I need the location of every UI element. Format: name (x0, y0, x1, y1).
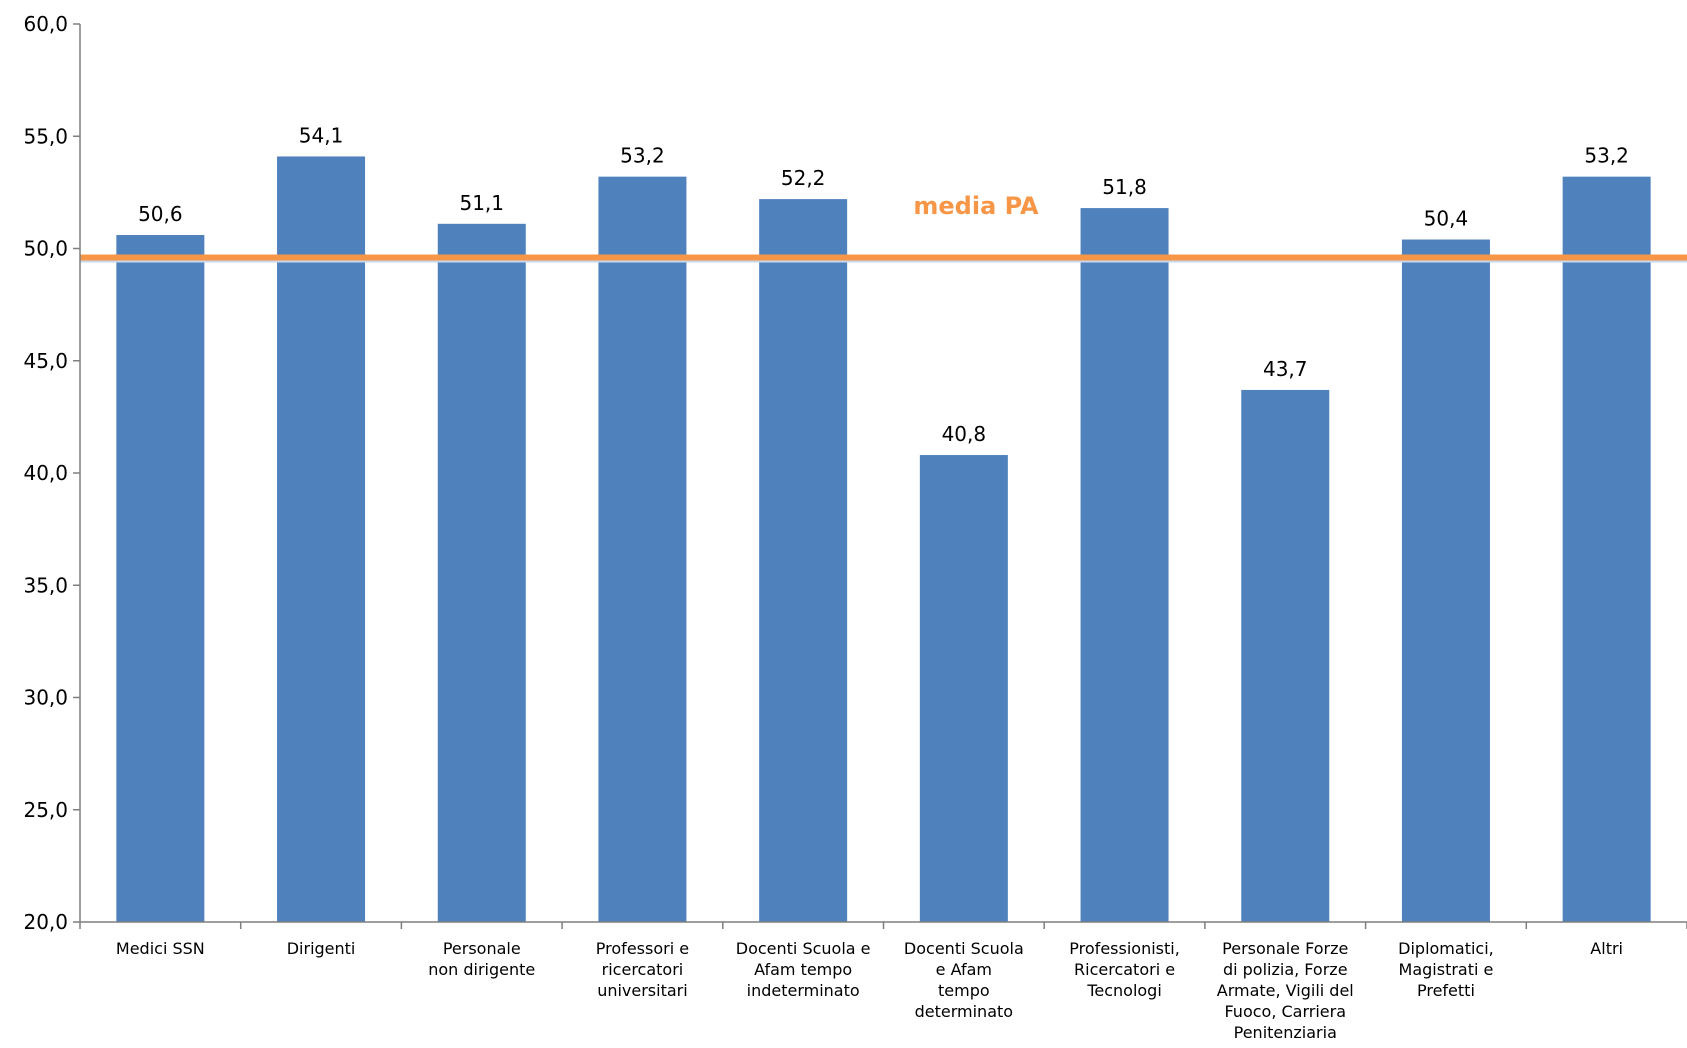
x-tick-label-line: Fuoco, Carriera (1224, 1002, 1346, 1021)
x-tick-label-line: indeterminato (747, 981, 860, 1000)
y-tick-label: 35,0 (23, 573, 68, 597)
x-tick-label: Professionisti, Ricercatori e Tecnologi (1069, 939, 1180, 1000)
x-tick-label-line: Dirigenti (287, 939, 356, 958)
x-tick-label-line: Personale Forze (1222, 939, 1348, 958)
bar (919, 455, 1008, 922)
y-tick-labels: 20,0 25,0 30,0 35,0 40,0 45,0 50,0 55,0 60,0 (23, 12, 68, 934)
x-tick-label-line: Penitenziaria (1234, 1023, 1337, 1042)
axes-group (73, 23, 1687, 929)
reference-line-label: media PA (913, 192, 1039, 220)
x-tick-label-line: universitari (597, 981, 688, 1000)
bar (116, 235, 205, 922)
x-tick-label: Docenti Scuola e Afam tempo determinato (904, 939, 1024, 1021)
bar (598, 176, 687, 922)
x-tick-label: Diplomatici, Magistrati e Prefetti (1398, 939, 1494, 1000)
y-tick-label: 60,0 (23, 12, 68, 36)
y-tick-label: 40,0 (23, 461, 68, 485)
x-tick-label-line: Armate, Vigili del (1217, 981, 1354, 1000)
data-label: 54,1 (299, 123, 344, 147)
x-tick-label-line: Docenti Scuola (904, 939, 1024, 958)
y-tick-label: 30,0 (23, 686, 68, 710)
x-tick-label-line: determinato (915, 1002, 1013, 1021)
x-tick-label-line: Altri (1590, 939, 1623, 958)
y-tick-label: 20,0 (23, 910, 68, 934)
data-labels-group: 50,6 54,1 51,1 53,2 52,2 40,8 51,8 43,7 50,4 53,2 (138, 123, 1629, 446)
bar (759, 199, 848, 923)
data-label: 50,6 (138, 202, 183, 226)
x-tick-label-line: non dirigente (428, 960, 535, 979)
x-tick-label: Personale Forze di polizia, Forze Armate, … (1217, 939, 1354, 1042)
data-label: 51,8 (1102, 175, 1147, 199)
y-tick-label: 25,0 (23, 798, 68, 822)
x-tick-label-line: Docenti Scuola e (736, 939, 871, 958)
bar (1562, 176, 1651, 922)
x-tick-label: Personale non dirigente (428, 939, 535, 979)
bar (1080, 208, 1169, 923)
x-tick-label-line: ricercatori (602, 960, 684, 979)
data-label: 51,1 (459, 191, 504, 215)
data-label: 53,2 (1584, 144, 1629, 168)
x-tick-labels: Medici SSN Dirigenti Personale non dirigent… (116, 939, 1623, 1042)
x-tick-label-line: Personale (443, 939, 521, 958)
x-tick-label: Dirigenti (287, 939, 356, 958)
data-label: 43,7 (1263, 357, 1308, 381)
bar (277, 156, 366, 922)
data-label: 40,8 (942, 422, 987, 446)
x-tick-label-line: Prefetti (1417, 981, 1475, 1000)
x-tick-label-line: Magistrati e (1399, 960, 1494, 979)
x-tick-label-line: tempo (938, 981, 990, 1000)
y-tick-label: 55,0 (23, 124, 68, 148)
x-tick-label-line: e Afam (936, 960, 992, 979)
bars-group (116, 156, 1651, 923)
data-label: 52,2 (781, 166, 826, 190)
x-tick-label: Medici SSN (116, 939, 205, 958)
x-tick-label-line: Professori e (596, 939, 689, 958)
x-tick-label: Altri (1590, 939, 1623, 958)
y-tick-label: 50,0 (23, 237, 68, 261)
x-tick-label-line: Diplomatici, (1398, 939, 1494, 958)
x-tick-label-line: di polizia, Forze (1223, 960, 1348, 979)
x-tick-label-line: Medici SSN (116, 939, 205, 958)
x-tick-label-line: Afam tempo (754, 960, 852, 979)
data-label: 50,4 (1424, 207, 1469, 231)
x-tick-label-line: Professionisti, (1069, 939, 1180, 958)
bar (437, 223, 526, 922)
y-tick-label: 45,0 (23, 349, 68, 373)
x-tick-label-line: Tecnologi (1086, 981, 1161, 1000)
reference-line-group: media PA (80, 192, 1687, 263)
data-label: 53,2 (620, 144, 665, 168)
x-tick-label: Docenti Scuola e Afam tempo indeterminato (736, 939, 871, 1000)
bar (1401, 239, 1490, 922)
x-tick-label: Professori e ricercatori universitari (596, 939, 689, 1000)
bar (1241, 389, 1330, 922)
x-tick-label-line: Ricercatori e (1074, 960, 1175, 979)
